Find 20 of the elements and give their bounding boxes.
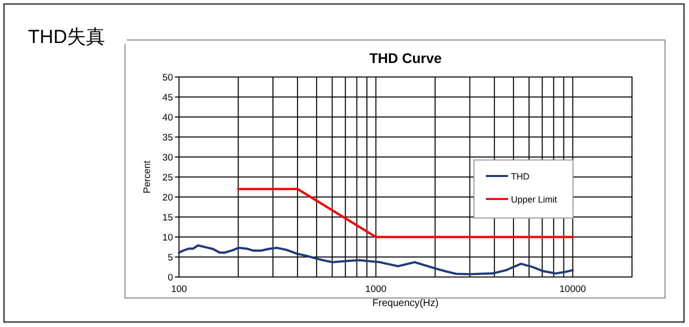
y-tick-label: 40: [162, 112, 173, 124]
y-tick-label: 5: [168, 252, 173, 264]
y-tick-label: 25: [162, 172, 173, 184]
x-axis-title: Frequency(Hz): [372, 298, 439, 309]
chart-subtitle: THD Curve: [369, 50, 442, 66]
y-tick-label: 15: [162, 212, 173, 224]
x-tick-label: 100: [171, 284, 187, 295]
y-tick-label: 50: [162, 72, 173, 84]
y-tick-label: 0: [168, 272, 173, 284]
y-tick-label: 45: [162, 92, 173, 104]
y-tick-label: 10: [162, 232, 173, 244]
y-tick-label: 35: [162, 132, 173, 144]
y-axis-title: Percent: [142, 160, 153, 194]
legend-label: THD: [511, 172, 530, 182]
y-tick-label: 30: [162, 152, 173, 164]
y-tick-label: 20: [162, 192, 173, 204]
x-tick-label: 1000: [365, 284, 386, 295]
chart-title: THD失真: [28, 27, 106, 48]
x-tick-label: 10000: [560, 284, 586, 295]
legend-label: Upper Limit: [511, 194, 558, 204]
